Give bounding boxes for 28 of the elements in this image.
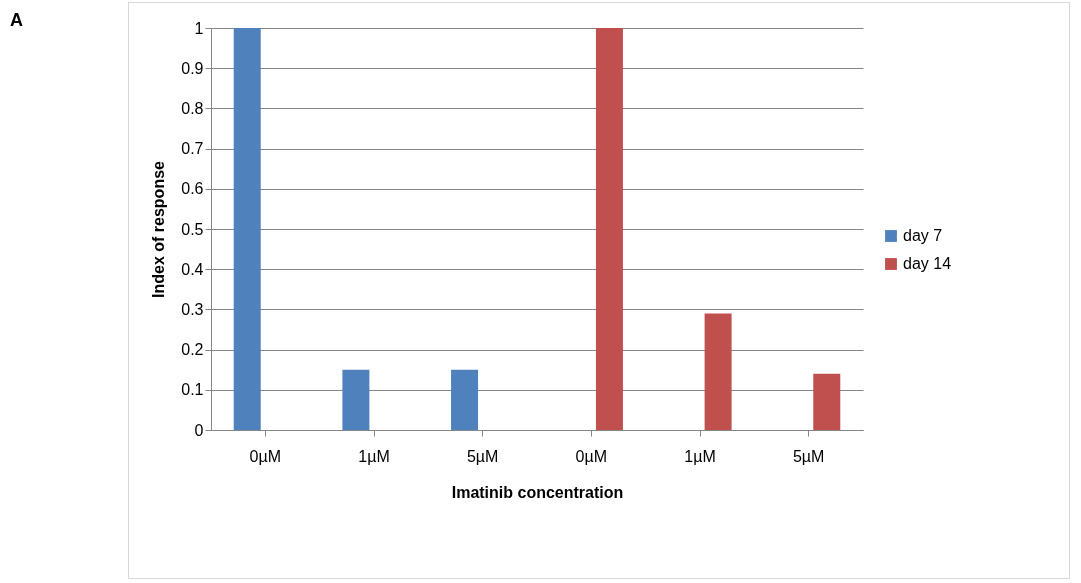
x-tick-label: 1µM <box>358 447 390 465</box>
text: A <box>10 10 23 31</box>
y-tick-label: 0.6 <box>181 180 204 198</box>
y-tick-label: 0 <box>194 421 204 439</box>
legend-label: day 14 <box>903 255 952 272</box>
x-tick-label: 1µM <box>684 447 716 465</box>
y-tick-label: 0.7 <box>181 140 204 158</box>
legend-label: day 7 <box>903 227 943 244</box>
bar <box>233 28 261 430</box>
y-tick-label: 0.3 <box>181 300 204 318</box>
bar <box>813 373 841 430</box>
x-tick-label: 5µM <box>466 447 499 465</box>
y-tick-label: 0.1 <box>181 381 204 399</box>
x-tick-label: 0µM <box>249 447 282 465</box>
bar <box>342 369 370 430</box>
y-tick-label: 0.5 <box>181 220 204 238</box>
y-tick-label: 0.8 <box>181 99 204 117</box>
y-axis-title: Index of response <box>150 160 168 298</box>
x-tick-label: 5µM <box>792 447 825 465</box>
y-tick-label: 0.9 <box>181 59 204 77</box>
x-tick-label: 0µM <box>575 447 608 465</box>
y-tick-label: 1 <box>194 19 204 37</box>
y-tick-label: 0.2 <box>181 341 204 359</box>
x-axis-title: Imatinib concentration <box>451 483 624 501</box>
y-tick-label: 0.4 <box>181 260 204 278</box>
bar <box>451 369 479 430</box>
bar <box>595 28 623 430</box>
bar <box>704 313 732 430</box>
